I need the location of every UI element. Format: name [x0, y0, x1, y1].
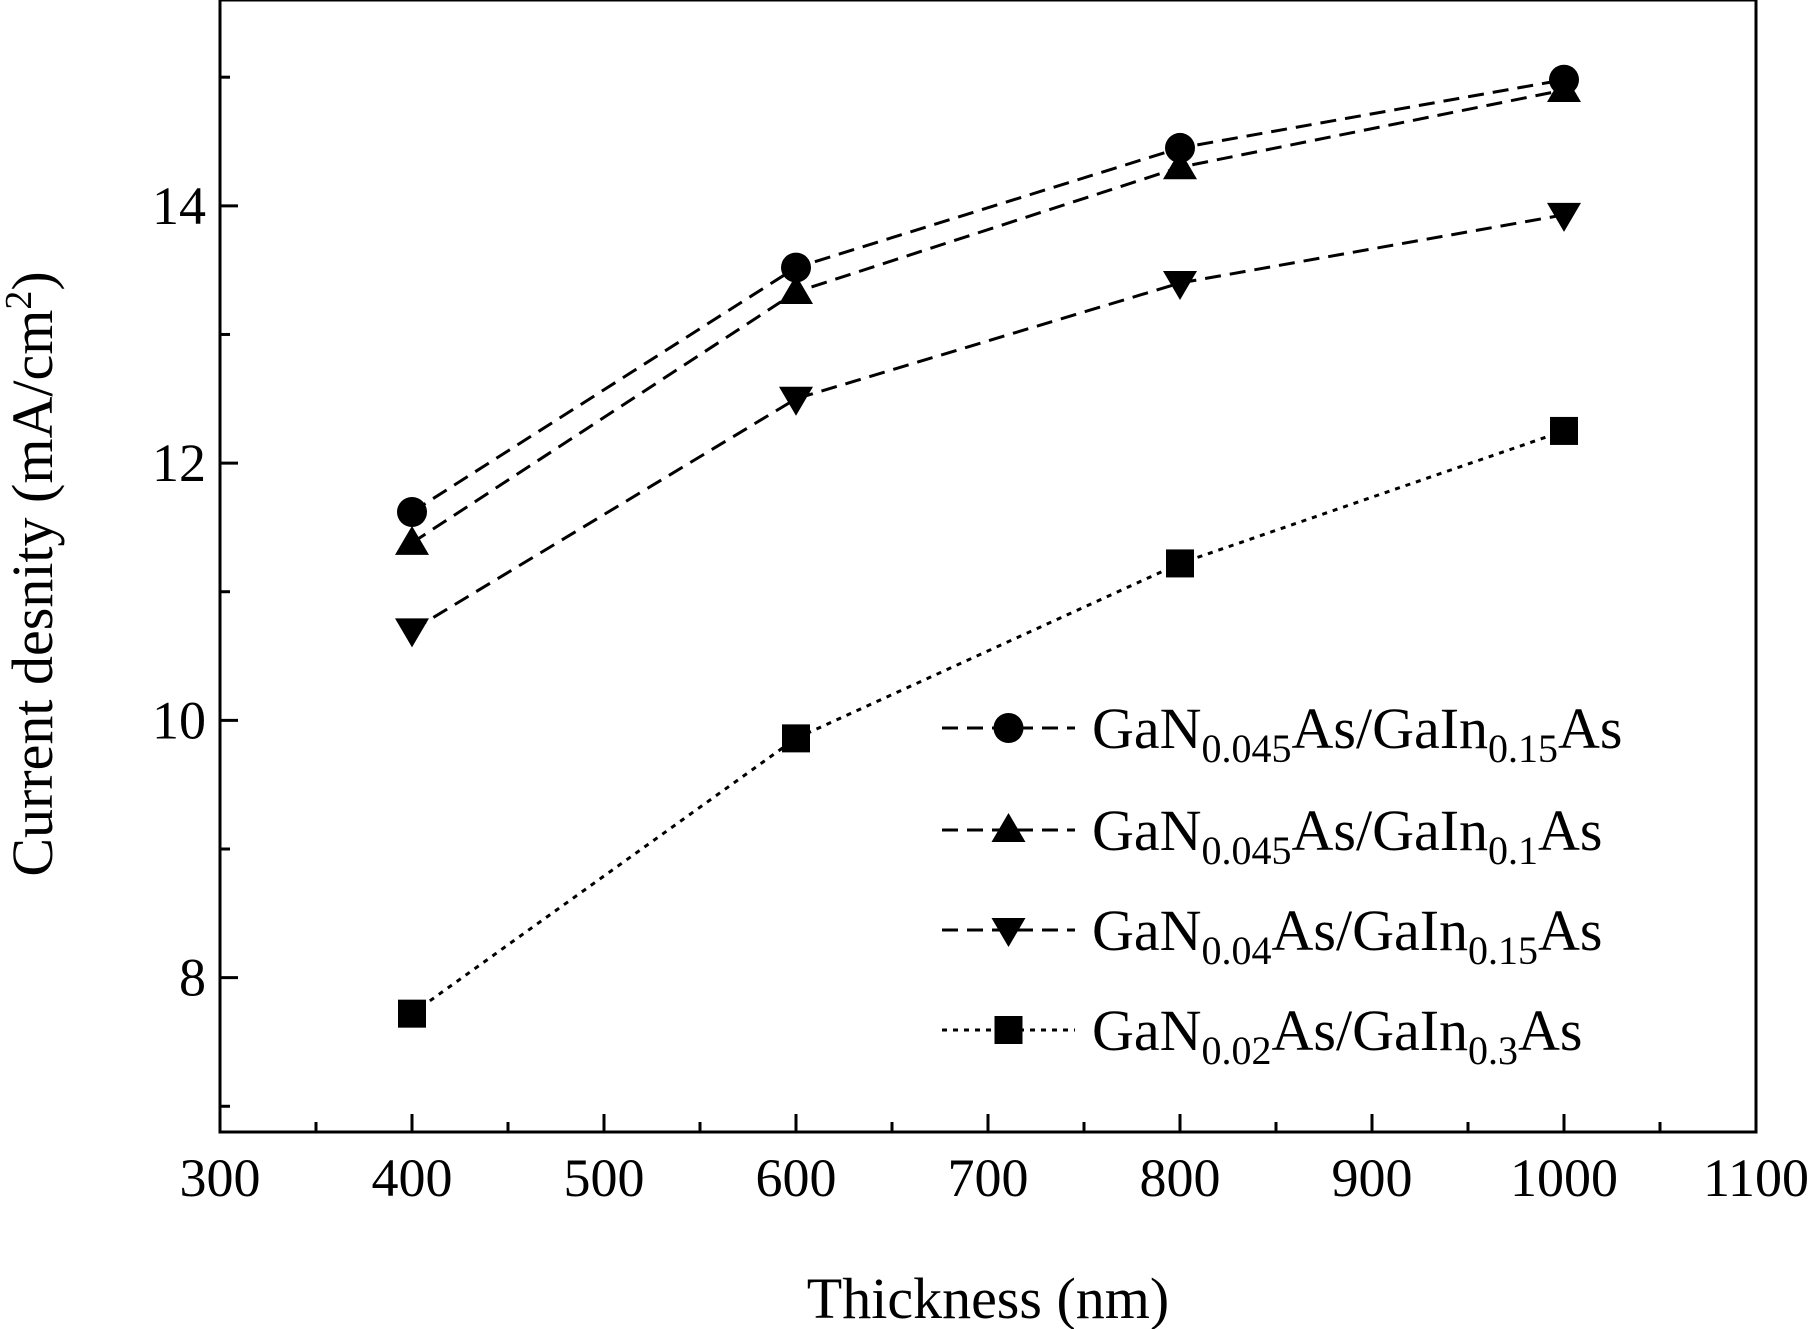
- legend-label-subscript: 0.045: [1202, 726, 1292, 771]
- data-point-triangle-down: [1163, 271, 1197, 300]
- series-1: [397, 64, 1579, 527]
- legend-marker-square: [994, 1016, 1023, 1044]
- x-tick-label: 600: [756, 1148, 837, 1208]
- x-tick-label: 400: [372, 1148, 453, 1208]
- series-2: [395, 73, 1581, 555]
- legend-label-subscript: 0.3: [1468, 1028, 1518, 1073]
- data-point-circle: [781, 252, 811, 283]
- legend-label-part: As: [1538, 898, 1602, 963]
- legend-label-part: As: [1558, 696, 1622, 761]
- x-tick-label: 800: [1140, 1148, 1221, 1208]
- legend-item-3: GaN0.04As/GaIn0.15As: [942, 898, 1603, 973]
- legend-label-subscript: 0.04: [1202, 928, 1272, 973]
- data-point-triangle-down: [395, 618, 429, 648]
- x-tick-label: 300: [180, 1148, 261, 1208]
- data-point-triangle-up: [1547, 73, 1581, 103]
- series-3: [395, 202, 1581, 648]
- data-point-circle: [397, 496, 427, 527]
- data-point-triangle-up: [395, 525, 429, 555]
- legend: GaN0.045As/GaIn0.15AsGaN0.045As/GaIn0.1A…: [942, 696, 1623, 1073]
- y-tick-label: 10: [152, 690, 206, 750]
- y-axis-title-superscript: 2: [0, 291, 40, 310]
- x-tick-label: 500: [564, 1148, 645, 1208]
- data-point-triangle-up: [1163, 150, 1197, 180]
- legend-label-part: As: [1518, 998, 1582, 1063]
- legend-label: GaN0.04As/GaIn0.15As: [1092, 898, 1603, 973]
- y-tick-label: 12: [152, 433, 206, 493]
- legend-label-part: GaN: [1092, 798, 1202, 863]
- series-line: [411, 78, 1565, 514]
- legend-label: GaN0.02As/GaIn0.3As: [1092, 998, 1583, 1073]
- x-tick-label: 900: [1332, 1148, 1413, 1208]
- legend-label-part: As/GaIn: [1292, 696, 1489, 761]
- legend-label-subscript: 0.1: [1488, 828, 1538, 873]
- series-line: [411, 213, 1565, 632]
- legend-label-part: As/GaIn: [1272, 998, 1469, 1063]
- data-point-circle: [1165, 132, 1195, 163]
- x-tick-label: 700: [948, 1148, 1029, 1208]
- series-line: [411, 429, 1565, 1015]
- data-point-square: [398, 999, 426, 1028]
- legend-label-subscript: 0.02: [1202, 1028, 1272, 1073]
- ticks-layer: 300 400 500 600 700 800 900 1000 1100 8 10 12 14: [152, 75, 1809, 1208]
- y-axis-title: Current desnity (mA/cm2): [0, 271, 65, 876]
- legend-marker-triangle-up: [991, 813, 1026, 842]
- data-point-square: [1166, 549, 1194, 578]
- legend-label-part: GaN: [1092, 898, 1202, 963]
- x-axis-title: Thickness (nm): [807, 1266, 1169, 1329]
- legend-label-part: As/GaIn: [1292, 798, 1489, 863]
- y-tick-label: 8: [179, 948, 206, 1008]
- legend-label-part: As/GaIn: [1272, 898, 1469, 963]
- legend-marker-circle: [993, 713, 1024, 743]
- legend-item-4: GaN0.02As/GaIn0.3As: [942, 998, 1583, 1073]
- data-point-triangle-down: [779, 386, 813, 416]
- legend-marker-triangle-down: [991, 918, 1026, 947]
- series-line: [411, 88, 1565, 545]
- legend-item-1: GaN0.045As/GaIn0.15As: [942, 696, 1623, 771]
- plot-frame: [218, 0, 1758, 1134]
- legend-label-subscript: 0.15: [1468, 928, 1538, 973]
- legend-label-subscript: 0.15: [1488, 726, 1558, 771]
- data-point-square: [1550, 416, 1578, 445]
- x-tick-label: 1000: [1510, 1148, 1618, 1208]
- legend-label: GaN0.045As/GaIn0.1As: [1092, 798, 1603, 873]
- series-layer: [395, 64, 1581, 1028]
- legend-label-part: GaN: [1092, 696, 1202, 761]
- legend-label-part: As: [1538, 798, 1602, 863]
- y-tick-label: 14: [152, 176, 206, 236]
- data-point-square: [782, 724, 810, 753]
- y-axis-title-text-end: ): [0, 271, 65, 290]
- series-4: [398, 416, 1578, 1028]
- data-point-triangle-down: [1547, 202, 1581, 232]
- data-point-triangle-up: [779, 275, 813, 305]
- legend-item-2: GaN0.045As/GaIn0.1As: [942, 798, 1603, 873]
- y-axis-title-text: Current desnity (mA/cm: [0, 310, 65, 877]
- legend-label-subscript: 0.045: [1202, 828, 1292, 873]
- legend-label: GaN0.045As/GaIn0.15As: [1092, 696, 1623, 771]
- x-tick-label: 1100: [1703, 1148, 1809, 1208]
- legend-label-part: GaN: [1092, 998, 1202, 1063]
